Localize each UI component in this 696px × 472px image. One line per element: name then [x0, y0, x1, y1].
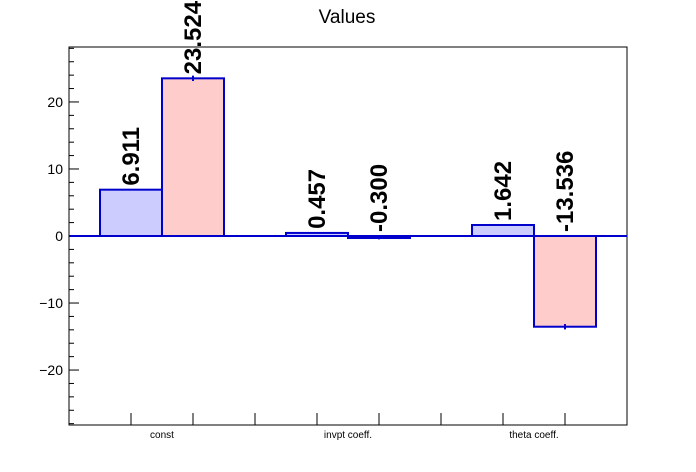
chart-title: Values — [319, 7, 376, 28]
y-tick-label: −10 — [39, 295, 63, 311]
data-label: 23.524 — [180, 0, 207, 74]
category-label: invpt coeff. — [324, 430, 372, 441]
y-tick-label: 20 — [47, 94, 63, 110]
plot-area: −20 −10 0 10 20 6.911 0.457 1.642 23.524 -0.300 -1… — [39, 0, 628, 441]
y-tick-label: 0 — [55, 228, 63, 244]
category-label: const — [150, 430, 174, 441]
bar-const-series-2 — [161, 77, 225, 238]
bar-theta-coeff-series-1 — [471, 223, 535, 237]
data-label: -13.536 — [552, 151, 579, 232]
bar-theta-coeff-series-2 — [533, 235, 597, 328]
y-tick-label: 10 — [47, 161, 63, 177]
category-label: theta coeff. — [509, 430, 558, 441]
bar-const-series-1 — [99, 188, 163, 237]
data-label: 0.457 — [304, 169, 331, 229]
data-label: 6.911 — [118, 127, 145, 186]
y-tick-label: −20 — [39, 362, 63, 378]
data-label: 1.642 — [490, 161, 517, 221]
data-label: -0.300 — [366, 164, 393, 232]
